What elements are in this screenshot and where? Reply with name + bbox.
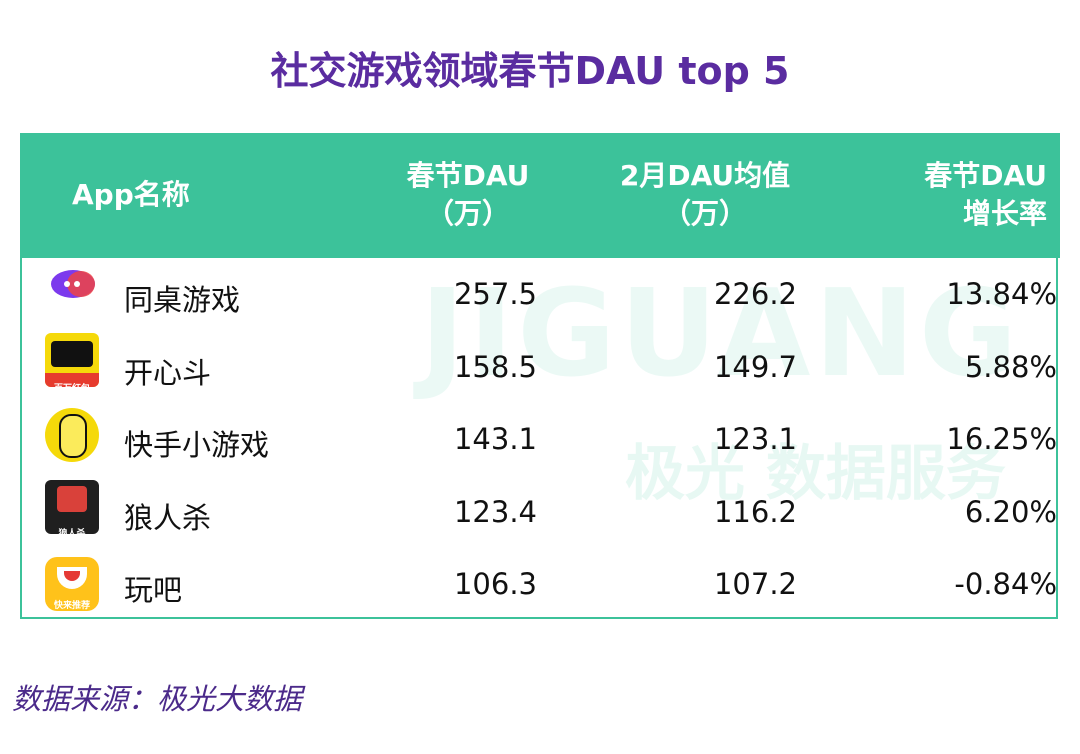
icon-label: 快来推荐 xyxy=(53,601,90,611)
table xyxy=(20,133,1058,619)
column-header: 增长率 xyxy=(962,197,1047,230)
table-cell: 257.5 xyxy=(453,277,537,311)
table-cell: 13.84% xyxy=(946,277,1057,311)
table-cell: 同桌游戏 xyxy=(124,283,241,317)
icon-label: 狼人杀 xyxy=(58,528,86,539)
column-header: App名称 xyxy=(72,178,190,211)
icon xyxy=(45,333,99,387)
table-cell: 107.2 xyxy=(713,567,797,601)
table-cell: 16.25% xyxy=(946,422,1057,456)
title: 社交游戏领域春节DAU top 5 xyxy=(270,49,790,93)
table-cell: 143.1 xyxy=(453,422,537,456)
table-cell: 快手小游戏 xyxy=(124,428,270,462)
icon xyxy=(51,270,95,298)
column-header: （万） xyxy=(425,197,510,230)
table-cell: 226.2 xyxy=(713,277,797,311)
column-header: 春节DAU xyxy=(406,159,530,192)
icon-label: 百万红包 xyxy=(53,383,90,394)
column-header: （万） xyxy=(662,197,747,230)
table-header xyxy=(20,133,1060,258)
icon xyxy=(45,480,99,534)
column-header: 春节DAU xyxy=(924,159,1047,192)
table-cell: 149.7 xyxy=(713,349,797,384)
source-note: 数据来源：极光大数据 xyxy=(12,682,303,716)
table-cell: 158.5 xyxy=(453,349,537,384)
table-cell: -0.84% xyxy=(954,567,1057,601)
table-cell: 116.2 xyxy=(713,494,797,529)
table-cell: 狼人杀 xyxy=(124,500,212,535)
table-cell: 开心斗 xyxy=(124,355,212,390)
table-cell: 106.3 xyxy=(453,567,537,601)
table-cell: 123.4 xyxy=(453,494,537,529)
table-cell: 玩吧 xyxy=(124,573,183,607)
table-cell: 5.88% xyxy=(964,349,1057,384)
table-cell: 6.20% xyxy=(964,494,1057,529)
column-header: 2月DAU均值 xyxy=(619,159,791,192)
table-cell: 123.1 xyxy=(713,422,797,456)
icon xyxy=(45,408,99,462)
icon xyxy=(45,557,99,611)
watermark: JIGUANG xyxy=(420,265,1022,404)
watermark: 极光 数据服务 xyxy=(625,439,1006,509)
